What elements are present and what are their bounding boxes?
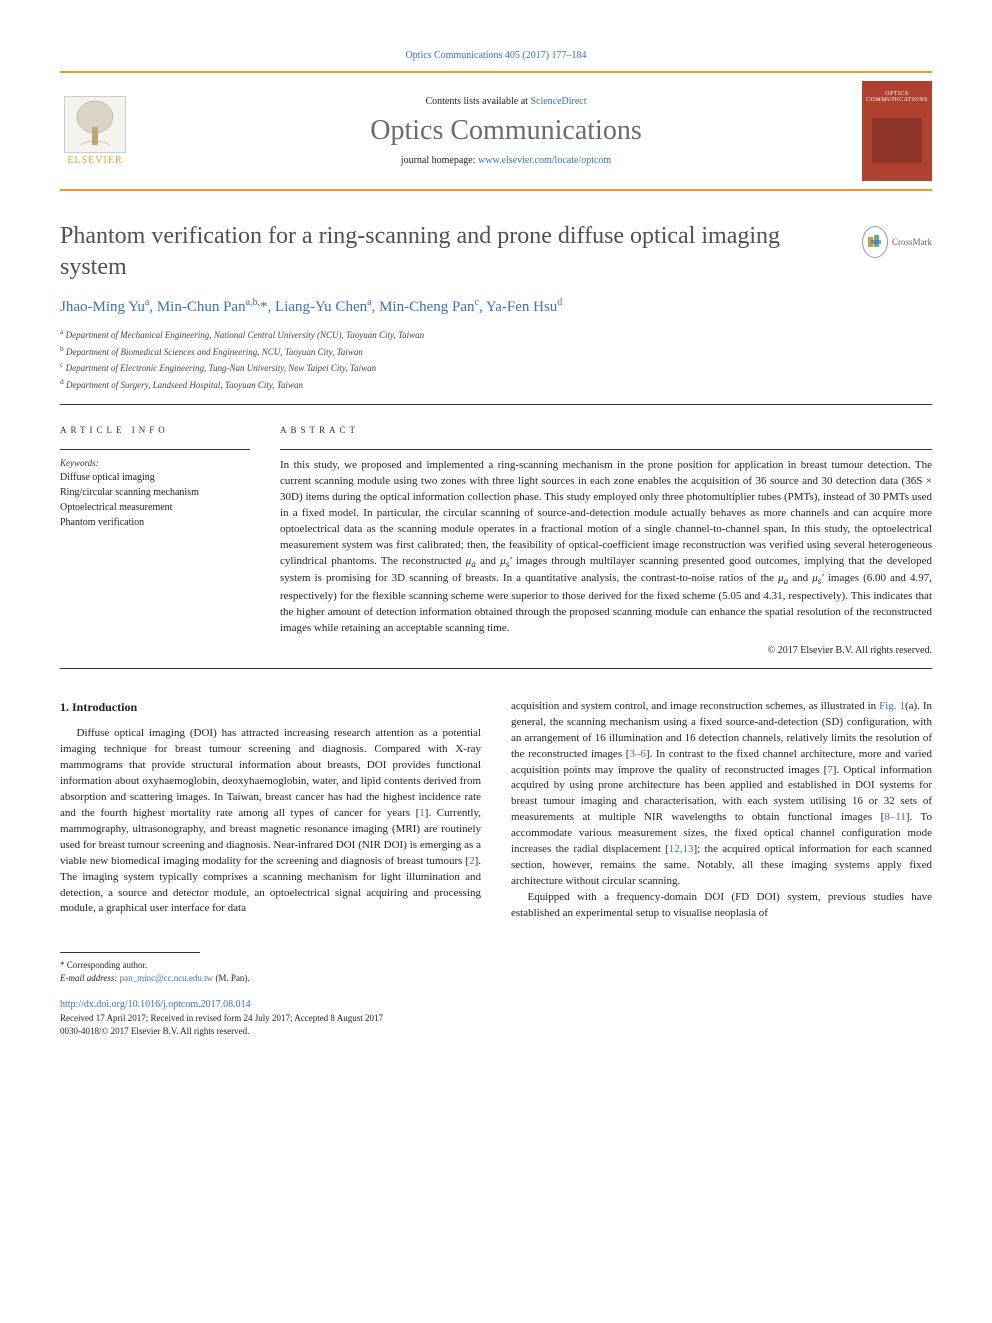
intro-para-right-1: acquisition and system control, and imag… xyxy=(511,699,932,890)
journal-cover-thumbnail: OPTICS COMMUNICATIONS xyxy=(862,81,932,181)
intro-heading: 1. Introduction xyxy=(60,699,481,716)
crossmark-badge[interactable]: CrossMark xyxy=(862,226,932,258)
email-line: E-mail address: pan_minc@cc.ncu.edu.tw (… xyxy=(60,972,932,985)
keywords-label: Keywords: xyxy=(60,458,250,468)
body-col-left: 1. Introduction Diffuse optical imaging … xyxy=(60,699,481,922)
homepage-prefix: journal homepage: xyxy=(401,155,478,166)
divider xyxy=(280,449,932,450)
intro-para-right-2: Equipped with a frequency-domain DOI (FD… xyxy=(511,890,932,922)
affiliations: a Department of Mechanical Engineering, … xyxy=(60,326,932,392)
homepage-line: journal homepage: www.elsevier.com/locat… xyxy=(150,155,862,166)
top-citation: Optics Communications 405 (2017) 177–184 xyxy=(60,50,932,61)
divider xyxy=(60,404,932,405)
footer-divider xyxy=(60,952,200,953)
corresponding-author: * Corresponding author. xyxy=(60,959,932,972)
info-abstract-row: ARTICLE INFO Keywords: Diffuse optical i… xyxy=(60,425,932,655)
body-col-right: acquisition and system control, and imag… xyxy=(511,699,932,922)
body-columns: 1. Introduction Diffuse optical imaging … xyxy=(60,699,932,922)
email-label: E-mail address: xyxy=(60,973,120,983)
abstract-copyright: © 2017 Elsevier B.V. All rights reserved… xyxy=(280,645,932,656)
cover-title: OPTICS COMMUNICATIONS xyxy=(862,91,932,103)
publisher-logo: ELSEVIER xyxy=(60,91,130,171)
authors: Jhao-Ming Yua, Min-Chun Pana,b,*, Liang-… xyxy=(60,297,932,316)
header-center: Contents lists available at ScienceDirec… xyxy=(150,96,862,166)
article-info-column: ARTICLE INFO Keywords: Diffuse optical i… xyxy=(60,425,250,655)
contents-line: Contents lists available at ScienceDirec… xyxy=(150,96,862,107)
journal-name: Optics Communications xyxy=(150,115,862,147)
abstract-text: In this study, we proposed and implement… xyxy=(280,458,932,636)
article-info-label: ARTICLE INFO xyxy=(60,425,250,435)
elsevier-tree-icon xyxy=(64,96,126,153)
publisher-name: ELSEVIER xyxy=(67,155,122,166)
title-row: Phantom verification for a ring-scanning… xyxy=(60,221,932,297)
homepage-link[interactable]: www.elsevier.com/locate/optcom xyxy=(478,155,611,166)
doi-link[interactable]: http://dx.doi.org/10.1016/j.optcom.2017.… xyxy=(60,999,251,1010)
divider xyxy=(60,449,250,450)
intro-para-left: Diffuse optical imaging (DOI) has attrac… xyxy=(60,726,481,917)
journal-header: ELSEVIER Contents lists available at Sci… xyxy=(60,71,932,191)
received-dates: Received 17 April 2017; Received in revi… xyxy=(60,1012,932,1025)
page: Optics Communications 405 (2017) 177–184… xyxy=(0,0,992,1077)
sciencedirect-link[interactable]: ScienceDirect xyxy=(530,96,586,107)
abstract-label: ABSTRACT xyxy=(280,425,932,435)
cover-image-icon xyxy=(872,118,922,163)
email-link[interactable]: pan_minc@cc.ncu.edu.tw xyxy=(120,973,214,983)
abstract-column: ABSTRACT In this study, we proposed and … xyxy=(280,425,932,655)
divider xyxy=(60,668,932,669)
crossmark-label: CrossMark xyxy=(892,237,932,247)
keywords-list: Diffuse optical imagingRing/circular sca… xyxy=(60,470,250,530)
contents-prefix: Contents lists available at xyxy=(425,96,530,107)
article-title: Phantom verification for a ring-scanning… xyxy=(60,221,842,283)
issn-copyright: 0030-4018/© 2017 Elsevier B.V. All right… xyxy=(60,1025,932,1038)
footer: * Corresponding author. E-mail address: … xyxy=(60,952,932,1037)
crossmark-icon xyxy=(862,226,888,258)
email-person: (M. Pan). xyxy=(213,973,250,983)
